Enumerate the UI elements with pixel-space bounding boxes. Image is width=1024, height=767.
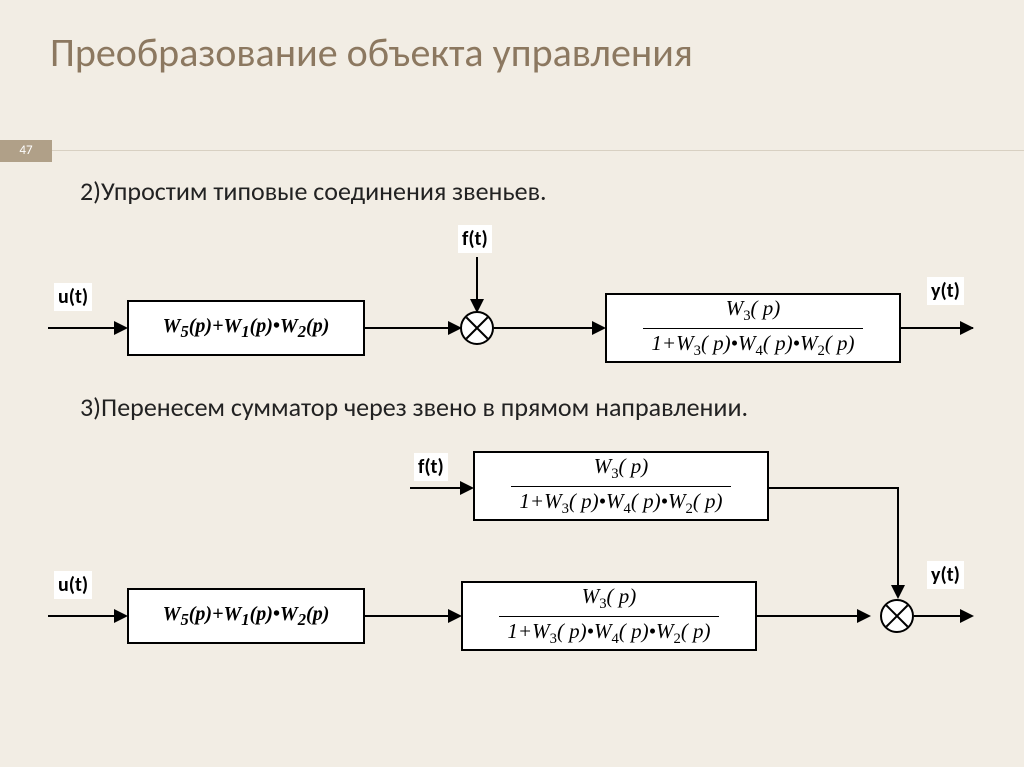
- arrowhead-right-icon: [448, 609, 462, 623]
- label-u: u(t): [54, 571, 92, 599]
- diagram-2: f(t) W3( p) 1+W3( p)•W4( p)•W2( p) u(t) …: [32, 431, 992, 681]
- slide-title: Преобразование объекта управления: [0, 0, 1024, 77]
- block-w5w1w2-lower: W5(p)+W1(p)•W2(p): [127, 588, 365, 644]
- line: [769, 487, 899, 489]
- line: [494, 327, 604, 329]
- summator-icon: [460, 311, 494, 345]
- line: [897, 487, 899, 597]
- step2-text: 2)Упростим типовые соединения звеньев.: [80, 175, 994, 207]
- label-y: y(t): [927, 277, 964, 305]
- line: [365, 615, 460, 617]
- content-area: 2)Упростим типовые соединения звеньев. u…: [0, 175, 1024, 681]
- fraction-numerator: W3( p): [511, 454, 730, 485]
- block-fraction-upper: W3( p) 1+W3( p)•W4( p)•W2( p): [473, 451, 769, 521]
- summator-icon: [880, 599, 914, 633]
- arrowhead-right-icon: [857, 609, 871, 623]
- arrowhead-right-icon: [114, 609, 128, 623]
- arrowhead-right-icon: [960, 609, 974, 623]
- fraction-denominator: 1+W3( p)•W4( p)•W2( p): [511, 486, 730, 518]
- divider-line: [52, 150, 1024, 151]
- fraction-denominator: 1+W3( p)•W4( p)•W2( p): [643, 328, 862, 360]
- line: [365, 327, 460, 329]
- line: [757, 615, 869, 617]
- fraction-numerator: W3( p): [643, 296, 862, 327]
- block-text: W5(p)+W1(p)•W2(p): [163, 315, 330, 342]
- page-number-badge: 47: [0, 140, 52, 162]
- arrowhead-down-icon: [891, 585, 905, 599]
- diagram-1: u(t) W5(p)+W1(p)•W2(p) f(t) W3( p) 1+W3(…: [32, 215, 992, 385]
- fraction: W3( p) 1+W3( p)•W4( p)•W2( p): [511, 454, 730, 517]
- block-text: W5(p)+W1(p)•W2(p): [163, 603, 330, 630]
- arrowhead-right-icon: [460, 481, 474, 495]
- label-f: f(t): [458, 225, 492, 253]
- fraction-numerator: W3( p): [499, 584, 718, 615]
- arrowhead-right-icon: [592, 321, 606, 335]
- block-fraction: W3( p) 1+W3( p)•W4( p)•W2( p): [605, 293, 901, 363]
- arrowhead-right-icon: [114, 321, 128, 335]
- fraction: W3( p) 1+W3( p)•W4( p)•W2( p): [643, 296, 862, 359]
- fraction: W3( p) 1+W3( p)•W4( p)•W2( p): [499, 584, 718, 647]
- fraction-denominator: 1+W3( p)•W4( p)•W2( p): [499, 616, 718, 648]
- block-fraction-lower: W3( p) 1+W3( p)•W4( p)•W2( p): [461, 581, 757, 651]
- arrowhead-down-icon: [470, 299, 484, 313]
- label-f: f(t): [414, 453, 448, 481]
- step3-text: 3)Перенесем сумматор через звено в прямо…: [80, 391, 994, 423]
- label-y: y(t): [927, 561, 964, 589]
- arrowhead-right-icon: [960, 321, 974, 335]
- label-u: u(t): [54, 283, 92, 311]
- block-w5w1w2: W5(p)+W1(p)•W2(p): [127, 300, 365, 356]
